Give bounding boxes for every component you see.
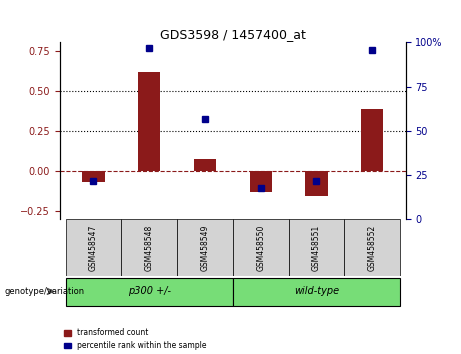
Bar [194, 159, 216, 171]
Bar [249, 171, 272, 192]
Title: GDS3598 / 1457400_at: GDS3598 / 1457400_at [160, 28, 306, 41]
Text: GSM458547: GSM458547 [89, 224, 98, 271]
Bar [344, 219, 400, 276]
Text: wild-type: wild-type [294, 286, 339, 296]
Bar [289, 219, 344, 276]
Bar [305, 171, 328, 196]
Bar [233, 278, 400, 306]
Text: p300 +/-: p300 +/- [128, 286, 171, 296]
Bar [361, 109, 384, 171]
Text: GSM458551: GSM458551 [312, 225, 321, 271]
Legend: transformed count, percentile rank within the sample: transformed count, percentile rank withi… [64, 329, 207, 350]
Bar [82, 171, 105, 182]
Bar [233, 219, 289, 276]
Bar [65, 219, 121, 276]
Text: GSM458548: GSM458548 [145, 225, 154, 271]
Text: GSM458549: GSM458549 [201, 224, 209, 271]
Bar [177, 219, 233, 276]
Text: genotype/variation: genotype/variation [5, 287, 85, 296]
Text: GSM458550: GSM458550 [256, 224, 265, 271]
Bar [138, 72, 160, 171]
Bar [65, 278, 233, 306]
Text: GSM458552: GSM458552 [368, 225, 377, 271]
Bar [121, 219, 177, 276]
